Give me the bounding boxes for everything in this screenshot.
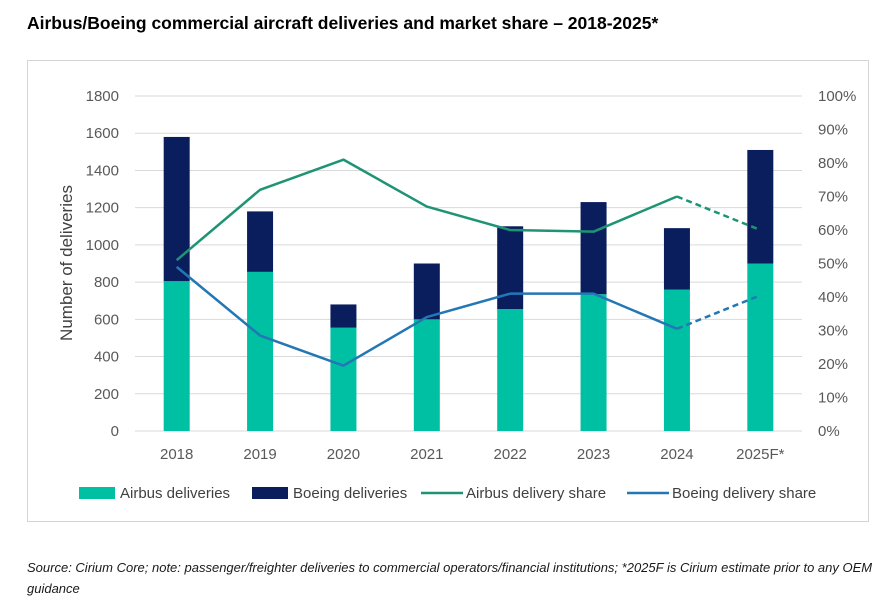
bar-airbus-deliveries (330, 327, 357, 431)
y-tick-label: 1000 (86, 237, 119, 254)
y2-tick-label: 30% (818, 323, 848, 340)
y-tick-label: 400 (94, 349, 119, 366)
bar-airbus-deliveries (413, 319, 440, 431)
x-tick-label: 2022 (494, 446, 527, 463)
bar-boeing-deliveries (413, 263, 440, 320)
source-note: Source: Cirium Core; note: passenger/fre… (27, 560, 873, 596)
legend-label-airbus-share: Airbus delivery share (466, 485, 606, 502)
y2-tick-label: 80% (818, 155, 848, 172)
bar-airbus-deliveries (663, 289, 690, 431)
airbus-share-forecast-line (676, 195, 761, 232)
boeing-share-forecast-line (676, 294, 761, 330)
bar-boeing-deliveries (580, 202, 607, 295)
y-tick-label: 600 (94, 311, 119, 328)
y2-tick-label: 70% (818, 189, 848, 206)
legend-label-boeing-deliveries: Boeing deliveries (293, 485, 407, 502)
legend-label-airbus-deliveries: Airbus deliveries (120, 485, 230, 502)
bar-airbus-deliveries (163, 281, 190, 431)
y-tick-label: 800 (94, 274, 119, 291)
bar-boeing-deliveries (747, 149, 774, 264)
x-tick-label: 2023 (577, 446, 610, 463)
y2-tick-label: 90% (818, 122, 848, 139)
bar-boeing-deliveries (163, 136, 190, 282)
y-axis-title: Number of deliveries (57, 185, 76, 341)
bar-airbus-deliveries (497, 309, 524, 431)
y-tick-label: 1600 (86, 125, 119, 142)
legend-swatch-airbus-deliveries (79, 487, 115, 499)
chart-title: Airbus/Boeing commercial aircraft delive… (27, 13, 659, 33)
bar-airbus-deliveries (747, 263, 774, 431)
x-tick-label: 2025F* (736, 446, 785, 463)
x-tick-label: 2021 (410, 446, 443, 463)
y2-tick-label: 50% (818, 256, 848, 273)
legend-label-boeing-share: Boeing delivery share (672, 485, 816, 502)
y2-tick-label: 20% (818, 356, 848, 373)
chart-frame (27, 60, 869, 522)
y-tick-label: 200 (94, 386, 119, 403)
x-tick-label: 2024 (660, 446, 693, 463)
y2-tick-label: 40% (818, 289, 848, 306)
y2-tick-label: 0% (818, 423, 840, 440)
legend-swatch-boeing-deliveries (252, 487, 288, 499)
y2-tick-label: 60% (818, 222, 848, 239)
x-tick-label: 2020 (327, 446, 360, 463)
bar-airbus-deliveries (247, 271, 274, 431)
bar-boeing-deliveries (330, 304, 357, 328)
bar-boeing-deliveries (663, 228, 690, 290)
x-tick-label: 2018 (160, 446, 193, 463)
y2-tick-label: 10% (818, 390, 848, 407)
y-tick-label: 1200 (86, 200, 119, 217)
y2-tick-label: 100% (818, 88, 856, 105)
bar-airbus-deliveries (580, 294, 607, 431)
bar-boeing-deliveries (247, 211, 274, 272)
y-tick-label: 1800 (86, 88, 119, 105)
y-tick-label: 1400 (86, 162, 119, 179)
x-tick-label: 2019 (243, 446, 276, 463)
y-tick-label: 0 (111, 423, 119, 440)
